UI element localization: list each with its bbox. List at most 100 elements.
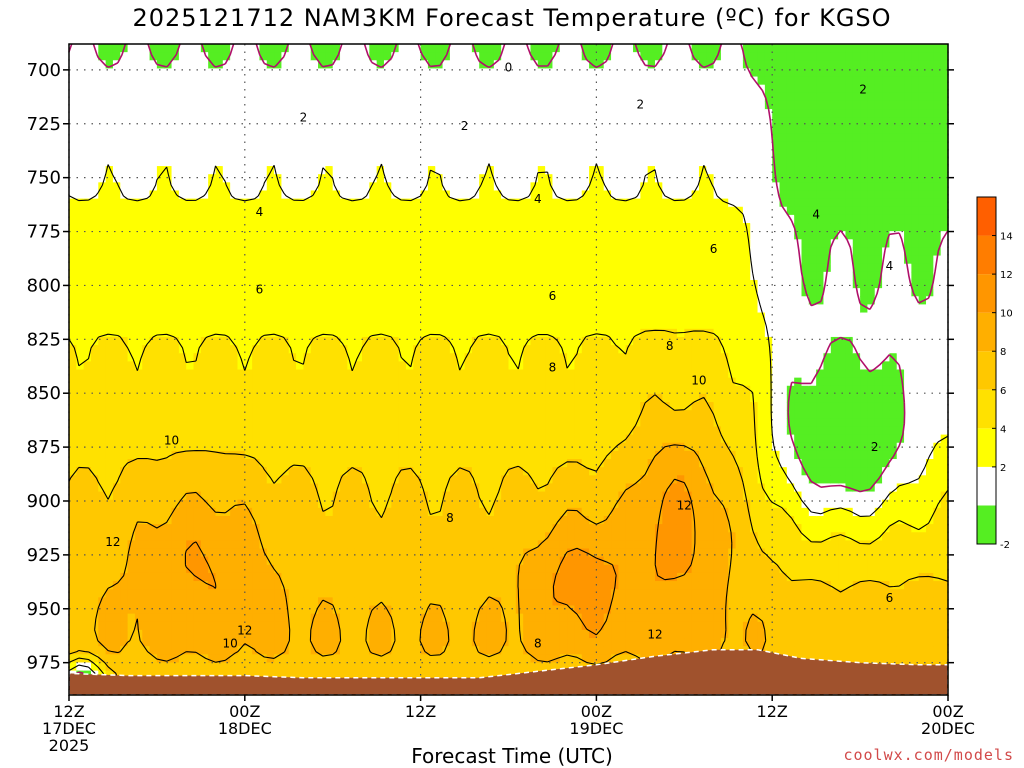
temperature-cell xyxy=(208,515,217,525)
temperature-cell xyxy=(266,402,275,411)
temperature-cell xyxy=(325,255,334,265)
temperature-cell xyxy=(457,613,466,623)
temperature-cell xyxy=(105,507,114,517)
temperature-cell xyxy=(90,629,99,639)
temperature-cell xyxy=(303,483,312,493)
temperature-cell xyxy=(362,654,370,664)
temperature-cell xyxy=(501,426,510,436)
temperature-cell xyxy=(427,589,436,598)
temperature-cell xyxy=(508,507,517,517)
temperature-cell xyxy=(281,68,290,78)
temperature-cell xyxy=(208,44,217,53)
temperature-cell xyxy=(178,654,187,664)
temperature-cell xyxy=(127,206,136,216)
temperature-cell xyxy=(296,44,304,53)
temperature-cell xyxy=(171,532,180,541)
temperature-cell xyxy=(398,629,407,639)
temperature-cell xyxy=(391,629,400,639)
temperature-cell xyxy=(90,60,99,70)
temperature-cell xyxy=(362,662,370,672)
temperature-cell xyxy=(281,434,290,444)
temperature-cell xyxy=(215,629,224,639)
temperature-cell xyxy=(398,491,407,501)
temperature-cell xyxy=(332,532,341,541)
temperature-cell xyxy=(413,255,422,265)
temperature-cell xyxy=(178,84,187,94)
temperature-cell xyxy=(237,556,246,566)
temperature-cell xyxy=(149,296,158,305)
temperature-cell xyxy=(486,336,495,346)
temperature-cell xyxy=(252,459,261,468)
temperature-cell xyxy=(471,662,480,672)
temperature-cell xyxy=(208,320,217,330)
temperature-cell xyxy=(208,304,217,314)
temperature-cell xyxy=(274,223,283,232)
temperature-cell xyxy=(112,304,121,314)
temperature-cell xyxy=(222,320,231,330)
temperature-cell xyxy=(252,92,261,102)
temperature-cell xyxy=(244,589,253,598)
temperature-cell xyxy=(332,345,341,354)
temperature-cell xyxy=(237,540,246,550)
temperature-cell xyxy=(508,532,517,541)
temperature-cell xyxy=(420,84,429,94)
temperature-cell xyxy=(449,475,458,485)
temperature-cell xyxy=(369,182,378,192)
temperature-cell xyxy=(259,84,268,94)
temperature-cell xyxy=(193,52,202,61)
temperature-cell xyxy=(486,239,495,249)
temperature-cell xyxy=(149,629,158,639)
temperature-cell xyxy=(98,459,107,468)
temperature-cell xyxy=(420,190,429,200)
temperature-cell xyxy=(288,613,297,623)
temperature-cell xyxy=(493,564,502,574)
temperature-cell xyxy=(200,117,209,126)
temperature-cell xyxy=(215,263,224,273)
temperature-cell xyxy=(383,589,392,598)
temperature-cell xyxy=(266,491,275,501)
temperature-cell xyxy=(127,149,136,159)
temperature-cell xyxy=(244,223,253,232)
temperature-cell xyxy=(464,499,473,509)
temperature-cell xyxy=(69,369,77,379)
temperature-cell xyxy=(501,361,510,371)
temperature-cell xyxy=(427,564,436,574)
temperature-cell xyxy=(69,288,77,297)
temperature-cell xyxy=(76,475,85,485)
temperature-cell xyxy=(398,442,407,452)
temperature-cell xyxy=(383,214,392,224)
temperature-cell xyxy=(405,393,414,403)
temperature-cell xyxy=(186,418,195,428)
temperature-cell xyxy=(127,353,136,362)
temperature-cell xyxy=(442,198,451,208)
temperature-cell xyxy=(149,467,158,476)
temperature-cell xyxy=(347,52,356,61)
temperature-cell xyxy=(391,572,400,582)
temperature-cell xyxy=(193,214,202,224)
temperature-cell xyxy=(134,279,143,289)
temperature-cell xyxy=(259,296,268,305)
temperature-cell xyxy=(369,190,378,200)
temperature-cell xyxy=(515,638,524,647)
temperature-cell xyxy=(134,231,143,240)
temperature-cell xyxy=(193,231,202,240)
temperature-cell xyxy=(230,597,239,607)
temperature-cell xyxy=(479,328,488,338)
temperature-cell xyxy=(83,190,92,200)
temperature-cell xyxy=(501,597,510,607)
temperature-cell xyxy=(332,434,341,444)
temperature-cell xyxy=(76,548,85,558)
temperature-cell xyxy=(383,84,392,94)
temperature-cell xyxy=(164,475,173,485)
temperature-cell xyxy=(215,125,224,135)
temperature-cell xyxy=(164,629,173,639)
temperature-cell xyxy=(222,369,231,379)
temperature-cell xyxy=(471,166,480,175)
temperature-cell xyxy=(98,223,107,232)
temperature-cell xyxy=(405,125,414,135)
temperature-cell xyxy=(215,182,224,192)
temperature-cell xyxy=(362,418,370,428)
temperature-cell xyxy=(405,68,414,78)
temperature-cell xyxy=(134,613,143,623)
temperature-cell xyxy=(164,507,173,517)
